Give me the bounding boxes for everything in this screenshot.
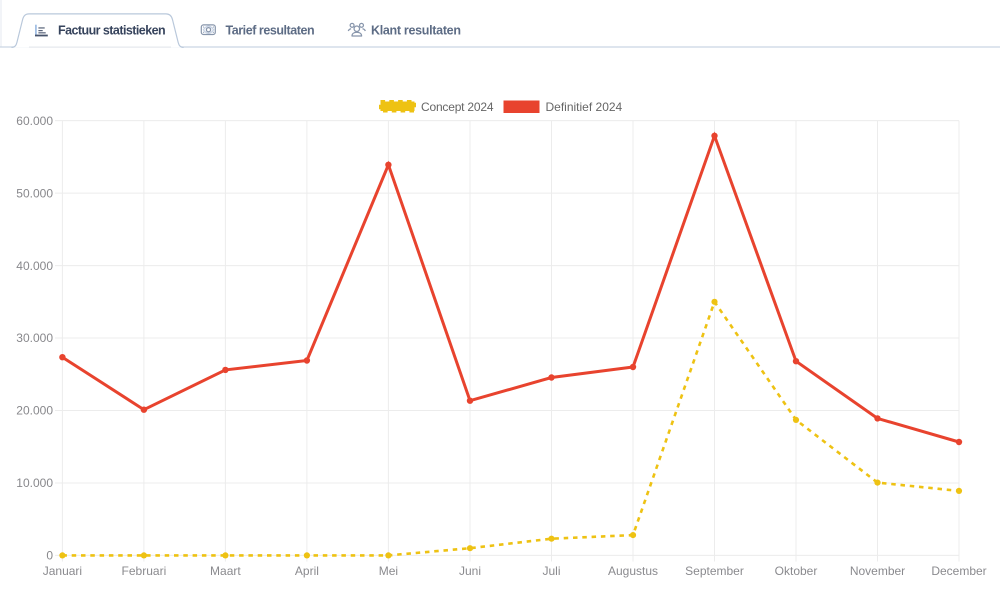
svg-text:10.000: 10.000 bbox=[16, 476, 53, 490]
svg-text:Juli: Juli bbox=[542, 564, 560, 578]
svg-text:20.000: 20.000 bbox=[16, 404, 53, 418]
svg-text:Januari: Januari bbox=[43, 564, 82, 578]
svg-text:40.000: 40.000 bbox=[16, 259, 53, 273]
svg-text:0: 0 bbox=[46, 549, 53, 563]
svg-text:Factuur statistieken: Factuur statistieken bbox=[58, 24, 165, 38]
svg-text:Tarief resultaten: Tarief resultaten bbox=[226, 24, 315, 38]
svg-text:Februari: Februari bbox=[122, 564, 167, 578]
svg-text:50.000: 50.000 bbox=[16, 186, 53, 200]
svg-text:Concept 2024: Concept 2024 bbox=[421, 100, 494, 114]
svg-text:December: December bbox=[931, 564, 986, 578]
svg-text:Klant resultaten: Klant resultaten bbox=[371, 24, 461, 38]
svg-text:September: September bbox=[685, 564, 744, 578]
svg-text:April: April bbox=[295, 564, 319, 578]
svg-text:Mei: Mei bbox=[379, 564, 398, 578]
svg-text:Augustus: Augustus bbox=[608, 564, 658, 578]
svg-text:60.000: 60.000 bbox=[16, 114, 53, 128]
svg-text:30.000: 30.000 bbox=[16, 331, 53, 345]
svg-text:Juni: Juni bbox=[459, 564, 481, 578]
svg-text:Oktober: Oktober bbox=[775, 564, 818, 578]
svg-text:November: November bbox=[850, 564, 905, 578]
svg-text:Definitief 2024: Definitief 2024 bbox=[546, 100, 623, 114]
svg-text:Maart: Maart bbox=[210, 564, 241, 578]
